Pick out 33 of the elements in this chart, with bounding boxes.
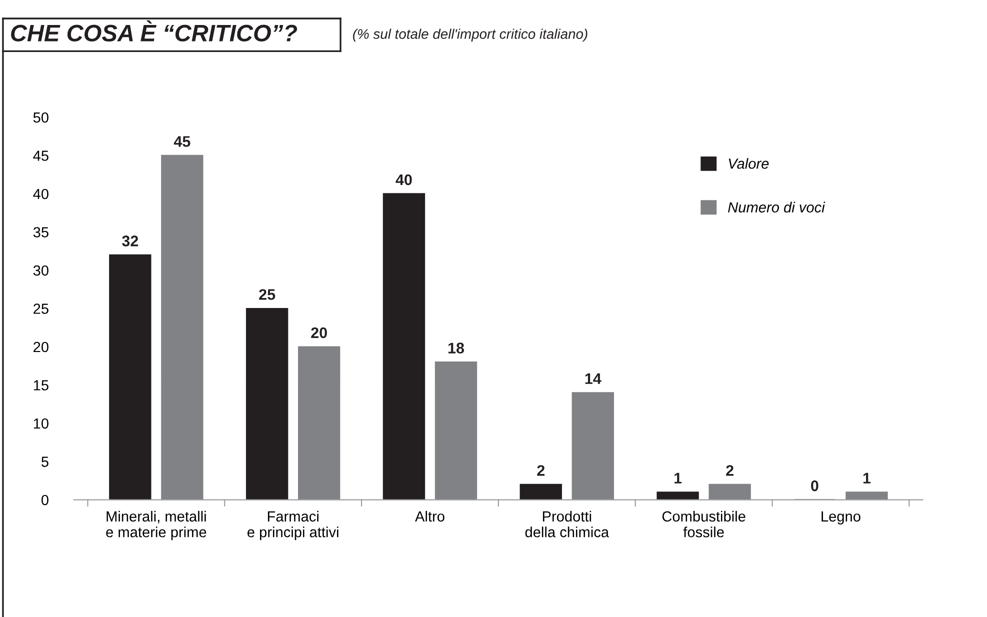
y-tick-label: 0 [41,494,48,506]
y-tick-label: 20 [34,342,48,352]
data-label: 1 [674,472,682,484]
data-label: 25 [259,289,276,300]
chart-title: CHE COSA È “CRITICO”? [11,20,298,42]
legend-label: Numero di voci [728,202,826,213]
y-tick-label: 40 [33,188,48,200]
x-tick-label: Altro [415,510,444,522]
data-label: 40 [396,174,412,186]
x-tick-label: Legno [822,511,860,524]
chart-subtitle: (% sul totale dell'import critico italiano) [353,28,588,42]
legend-label: Valore [728,158,769,169]
data-label: 14 [585,373,602,384]
data-label: 2 [726,465,734,476]
x-tick-label: Minerali, metalli e materie prime [106,510,206,540]
x-tick-label: Farmaci e principi attivi [248,510,338,540]
y-tick-label: 50 [33,112,48,123]
y-tick-label: 35 [33,227,48,238]
data-label: 45 [174,136,190,147]
y-tick-label: 45 [33,150,48,161]
x-tick-label: Prodotti della chimica [525,510,610,538]
y-tick-label: 15 [34,380,48,390]
data-label: 32 [122,236,138,246]
x-tick-label: Combustibile fossile [662,510,746,538]
y-tick-label: 5 [42,456,48,467]
y-tick-label: 25 [34,304,48,314]
data-label: 18 [448,342,464,354]
data-label: 1 [863,472,871,484]
data-label: 2 [537,465,545,476]
data-label: 0 [811,480,818,492]
y-tick-label: 10 [34,418,48,429]
data-label: 20 [311,327,327,338]
y-tick-label: 30 [33,265,48,276]
